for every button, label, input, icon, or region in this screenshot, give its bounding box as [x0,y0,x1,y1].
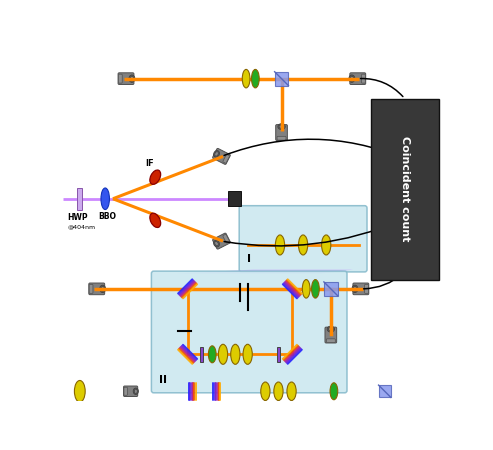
Ellipse shape [302,279,310,298]
Ellipse shape [312,279,319,298]
FancyBboxPatch shape [276,125,287,140]
Ellipse shape [213,240,219,247]
Ellipse shape [100,285,106,292]
FancyBboxPatch shape [223,154,230,163]
FancyBboxPatch shape [353,283,369,295]
FancyBboxPatch shape [326,339,335,342]
Ellipse shape [330,383,338,400]
Text: I: I [247,254,251,264]
FancyBboxPatch shape [277,136,286,140]
Polygon shape [177,270,353,274]
Ellipse shape [242,69,250,88]
FancyBboxPatch shape [325,327,337,343]
Bar [379,385,391,397]
FancyBboxPatch shape [118,74,122,83]
FancyBboxPatch shape [350,73,366,85]
Ellipse shape [150,170,161,184]
Ellipse shape [327,326,335,332]
Bar [275,72,288,86]
FancyBboxPatch shape [124,386,138,396]
Ellipse shape [134,389,138,393]
Bar [324,282,338,296]
Ellipse shape [150,213,161,228]
Ellipse shape [349,75,355,82]
FancyBboxPatch shape [118,73,134,85]
Ellipse shape [209,346,216,363]
Text: BBO: BBO [98,212,116,221]
Ellipse shape [328,328,333,331]
Bar [371,99,439,279]
Ellipse shape [74,381,85,402]
FancyBboxPatch shape [151,271,347,393]
Ellipse shape [321,235,331,255]
Ellipse shape [353,286,356,291]
Bar [77,188,82,210]
Text: Coincident count: Coincident count [400,136,410,242]
Bar [200,346,204,362]
Bar [228,191,241,207]
Ellipse shape [101,188,109,210]
Ellipse shape [350,76,353,81]
FancyBboxPatch shape [89,284,93,293]
Ellipse shape [213,151,219,157]
Text: II: II [159,375,167,385]
FancyBboxPatch shape [239,206,367,272]
Ellipse shape [215,152,218,156]
Ellipse shape [231,344,240,364]
Ellipse shape [279,125,284,128]
Text: IF: IF [145,159,154,168]
Ellipse shape [278,124,285,130]
Ellipse shape [261,382,270,400]
Ellipse shape [251,69,259,88]
Ellipse shape [130,76,134,81]
FancyBboxPatch shape [124,387,127,395]
Ellipse shape [287,382,296,400]
Ellipse shape [215,242,218,246]
Bar [277,346,281,362]
Ellipse shape [276,235,284,255]
FancyBboxPatch shape [212,148,230,164]
FancyBboxPatch shape [361,74,365,83]
FancyBboxPatch shape [223,234,230,243]
FancyBboxPatch shape [365,284,368,293]
Ellipse shape [129,75,135,82]
FancyBboxPatch shape [89,283,105,295]
Ellipse shape [133,388,139,395]
Ellipse shape [352,285,358,292]
Ellipse shape [274,382,283,400]
Ellipse shape [218,344,228,364]
Ellipse shape [243,344,252,364]
Text: @404nm: @404nm [68,224,96,229]
Ellipse shape [298,235,308,255]
FancyBboxPatch shape [212,233,230,249]
Ellipse shape [101,286,105,291]
Text: HWP: HWP [68,213,88,222]
